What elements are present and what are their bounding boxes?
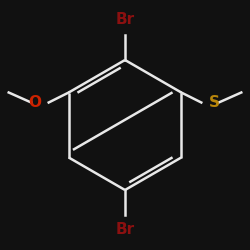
Text: O: O xyxy=(28,95,41,110)
Text: Br: Br xyxy=(116,12,134,28)
Text: Br: Br xyxy=(116,222,134,238)
Text: S: S xyxy=(209,95,220,110)
